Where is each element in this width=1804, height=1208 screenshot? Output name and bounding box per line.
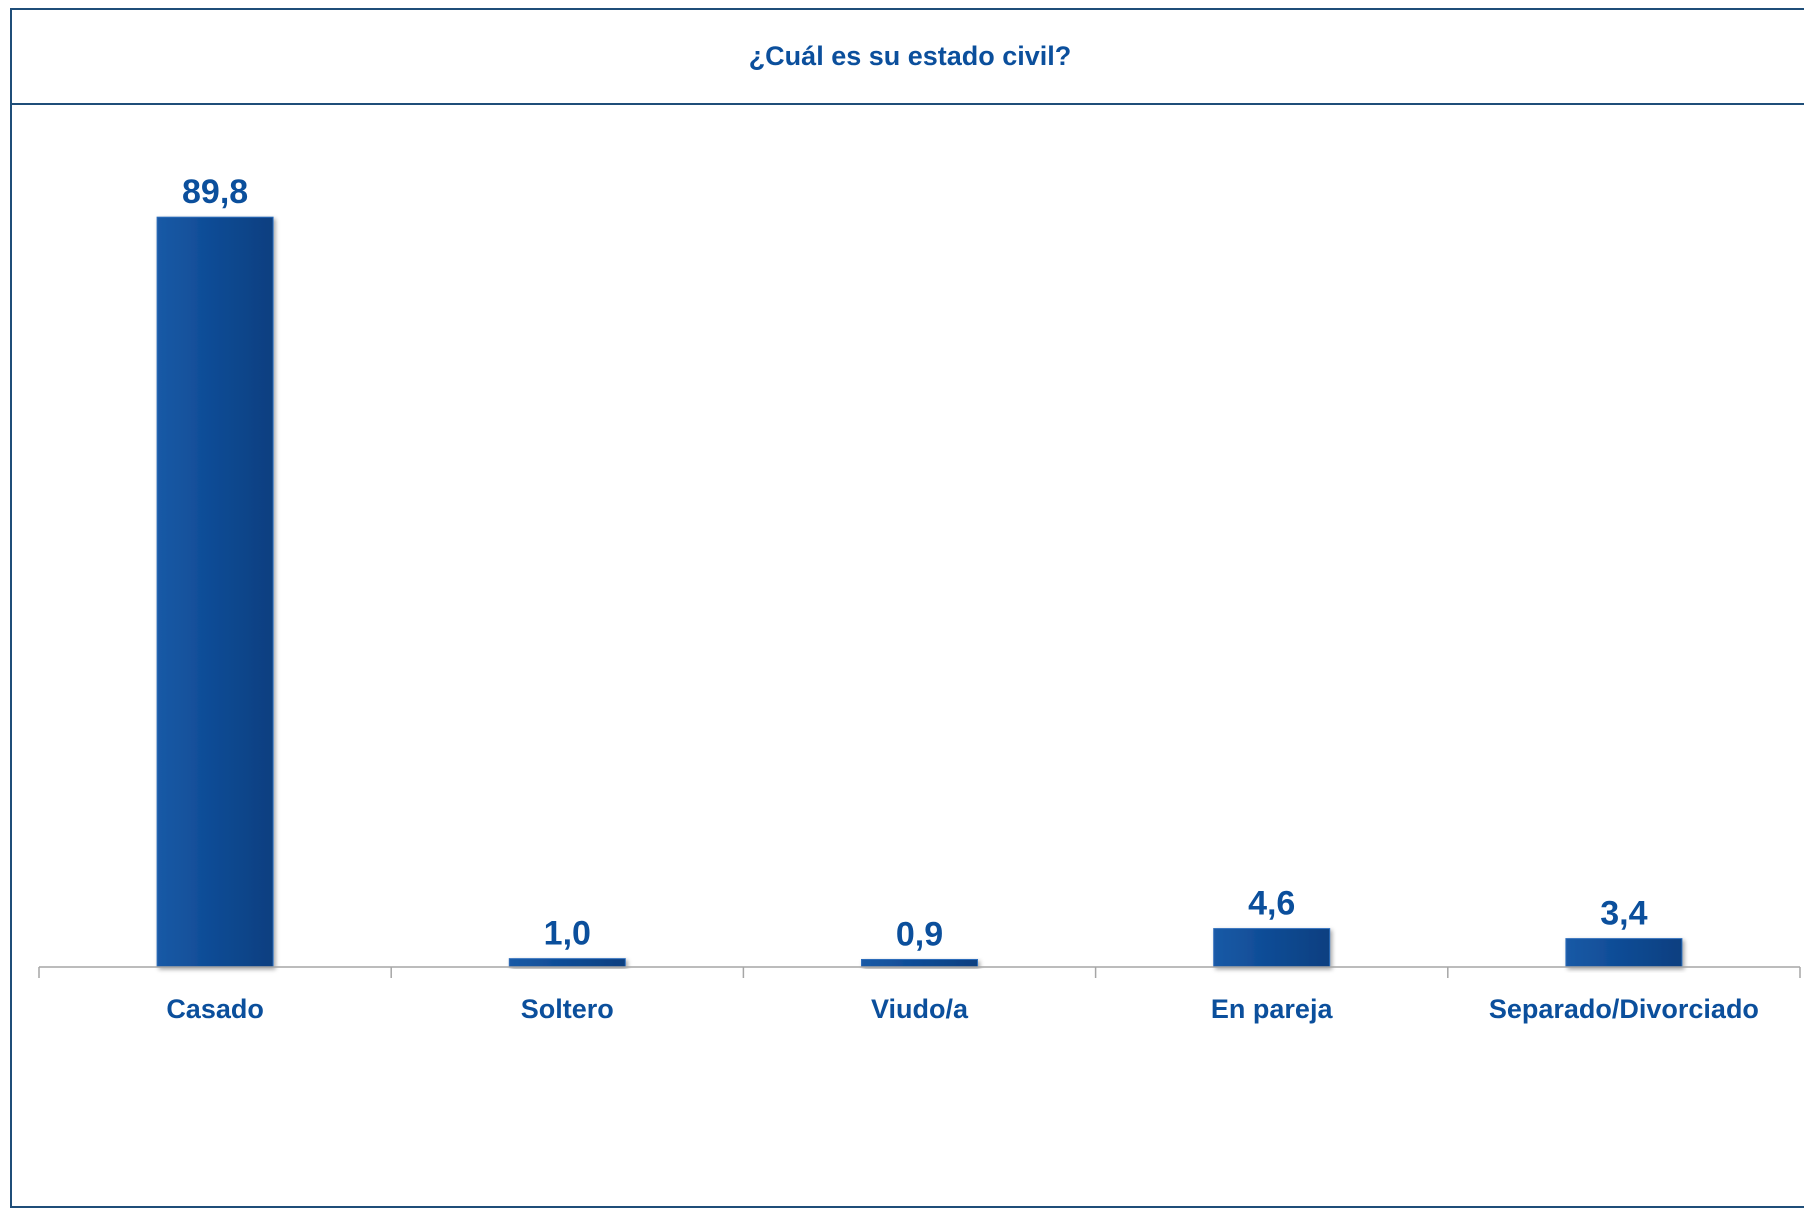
category-label: Viudo/a [871, 994, 969, 1024]
data-label: 4,6 [1248, 885, 1295, 923]
category-label: Casado [166, 994, 264, 1024]
bar-soltero [508, 958, 626, 968]
chart-frame: ¿Cuál es su estado civil? 89,8 Casado 1,0 S… [10, 8, 1804, 1208]
category-label: Separado/Divorciado [1489, 994, 1759, 1024]
category-label: En pareja [1211, 994, 1334, 1024]
bar-casado [156, 216, 274, 968]
category-label: Soltero [521, 994, 614, 1024]
chart-title: ¿Cuál es su estado civil? [12, 10, 1804, 105]
bar-viudo-a [861, 958, 978, 968]
x-axis [38, 966, 1801, 978]
labels-layer: 89,8 Casado 1,0 Soltero 0,9 Viudo/a 4,6 En pare… [166, 173, 1759, 1024]
data-label: 89,8 [182, 173, 248, 211]
bar-separado-divorciado [1565, 938, 1683, 968]
data-label: 1,0 [544, 915, 591, 953]
data-label: 0,9 [896, 915, 943, 953]
bars-layer [156, 216, 1683, 968]
data-label: 3,4 [1600, 895, 1647, 933]
chart-plot: 89,8 Casado 1,0 Soltero 0,9 Viudo/a 4,6 En pare… [38, 173, 1801, 1024]
bar-en-pareja [1213, 928, 1331, 968]
